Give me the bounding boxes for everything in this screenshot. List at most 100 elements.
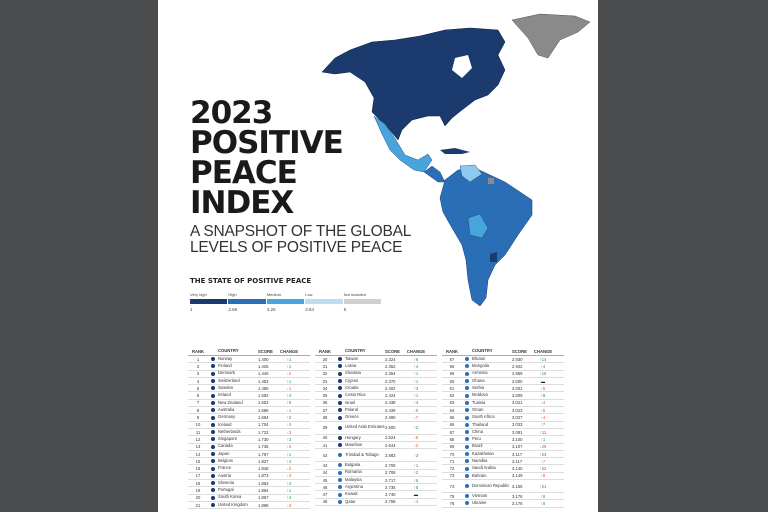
table-row: 39 United Arab Emirates 2.500 ↑2 xyxy=(315,422,437,435)
score: 2.942 xyxy=(512,363,523,369)
subtitle-line: A SNAPSHOT OF THE GLOBAL xyxy=(190,223,412,240)
score: 2.524 xyxy=(385,435,396,441)
change: ↑4 xyxy=(413,400,419,406)
legend-level: Medium 3.25 xyxy=(266,292,305,312)
change: ↓7 xyxy=(413,415,419,421)
change: ↓4 xyxy=(413,499,419,505)
score: 2.424 xyxy=(385,393,396,399)
score: 1.730 xyxy=(258,436,269,442)
rank: 47 xyxy=(322,492,328,498)
tier-dot-icon xyxy=(338,386,342,391)
change: ↓6 xyxy=(540,407,546,413)
change: ↑1 xyxy=(286,378,292,384)
table-header: RANK COUNTRY SCORE CHANGE xyxy=(442,348,564,356)
country: Qatar xyxy=(345,498,356,504)
rank: 46 xyxy=(322,484,328,490)
legend-value: 1 xyxy=(190,307,193,312)
table-row: 6 Ireland 1.592 ↑4 xyxy=(188,392,310,400)
table-row: 4 Switzerland 1.453 ↑1 xyxy=(188,378,310,386)
score: 2.644 xyxy=(385,442,396,448)
tier-dot-icon xyxy=(338,485,342,490)
change: ↑6 xyxy=(413,477,419,483)
table-row: 10 Iceland 1.704 ↓4 xyxy=(188,422,310,429)
table-row: 36 Israel 2.438 ↑4 xyxy=(315,399,437,408)
rank: 41 xyxy=(322,442,328,448)
change: ↑1 xyxy=(540,436,546,442)
table-row: 71 Namibia 3.117 ↓7 xyxy=(442,458,564,466)
tier-dot-icon xyxy=(465,466,469,471)
tier-dot-icon xyxy=(465,371,469,376)
country: United Kingdom xyxy=(218,501,248,507)
rank: 17 xyxy=(195,473,201,479)
rank: 65 xyxy=(449,415,455,421)
rank: 18 xyxy=(195,480,201,486)
country: Ireland xyxy=(218,392,231,398)
rank: 21 xyxy=(195,502,201,508)
tier-dot-icon xyxy=(211,386,215,391)
table-row: 7 New Zealand 1.653 ↑5 xyxy=(188,399,310,408)
score: 1.425 xyxy=(258,363,269,369)
score: 2.758 xyxy=(385,499,396,505)
score: 3.117 xyxy=(512,458,523,464)
table-row: 38 Greece 2.490 ↓7 xyxy=(315,414,437,422)
score: 2.439 xyxy=(385,407,396,413)
rank: 69 xyxy=(449,444,455,450)
country: Peru xyxy=(472,436,481,442)
score: 3.176 xyxy=(512,493,523,499)
change: ↑1 xyxy=(286,363,292,369)
subtitle-line: LEVELS OF POSITIVE PEACE xyxy=(190,239,403,256)
score: 1.686 xyxy=(258,407,269,413)
rank: 32 xyxy=(322,371,328,377)
header-change: CHANGE xyxy=(406,349,426,354)
score: 3.009 xyxy=(512,393,523,399)
tier-dot-icon xyxy=(211,488,215,493)
country: Slovenia xyxy=(218,479,235,485)
table-row: 37 Poland 2.439 ↓6 xyxy=(315,407,437,415)
country: Serbia xyxy=(472,385,485,391)
tier-dot-icon xyxy=(465,393,469,398)
country: Dominican Republic xyxy=(472,482,510,488)
country: New Zealand xyxy=(218,399,243,405)
table-row: 43 Bulgaria 2.709 ↑1 xyxy=(315,462,437,470)
tier-dot-icon xyxy=(465,444,469,449)
score: 1.827 xyxy=(258,458,269,464)
country: Thailand xyxy=(472,421,489,427)
legend-bar xyxy=(305,299,343,304)
header-rank: RANK xyxy=(318,349,332,354)
score: 2.930 xyxy=(512,356,523,362)
tier-dot-icon xyxy=(211,371,215,376)
table-row: 18 Slovenia 1.863 ↑3 xyxy=(188,479,310,488)
table-row: 73 Bahrain 3.149 ↓8 xyxy=(442,473,564,481)
table-row: 21 United Kingdom 1.898 ↓3 xyxy=(188,501,310,510)
change: ↓6 xyxy=(413,435,419,441)
score: 3.027 xyxy=(512,415,523,421)
score: 3.117 xyxy=(512,451,523,457)
rank: 39 xyxy=(322,425,328,431)
tier-dot-icon xyxy=(338,400,342,405)
header-score: SCORE xyxy=(258,349,273,354)
country: Mongolia xyxy=(472,363,489,369)
country: Israel xyxy=(345,399,356,405)
score: 2.370 xyxy=(385,378,396,384)
title-line: POSITIVE xyxy=(190,125,344,161)
score: 2.709 xyxy=(385,462,396,468)
rank: 4 xyxy=(196,378,200,384)
table-row: 72 Saudi Arabia 3.140 ↑22 xyxy=(442,465,564,473)
country: Vietnam xyxy=(472,492,488,498)
country: Saudi Arabia xyxy=(472,465,496,471)
rank: 14 xyxy=(195,451,201,457)
country: Austria xyxy=(218,472,232,478)
score: 1.867 xyxy=(258,495,269,501)
change: ↑2 xyxy=(286,415,292,421)
score: 2.683 xyxy=(385,452,396,458)
country: Croatia xyxy=(345,385,359,391)
tier-dot-icon xyxy=(338,393,342,398)
tier-dot-icon xyxy=(211,481,215,486)
table-row: 32 Slovakia 2.354 ↑1 xyxy=(315,371,437,378)
tier-dot-icon xyxy=(338,371,342,376)
change: ↑4 xyxy=(286,458,292,464)
rank: 11 xyxy=(195,429,201,435)
country: Japan xyxy=(218,450,230,456)
score: 2.708 xyxy=(385,470,396,476)
rank: 71 xyxy=(449,458,455,464)
